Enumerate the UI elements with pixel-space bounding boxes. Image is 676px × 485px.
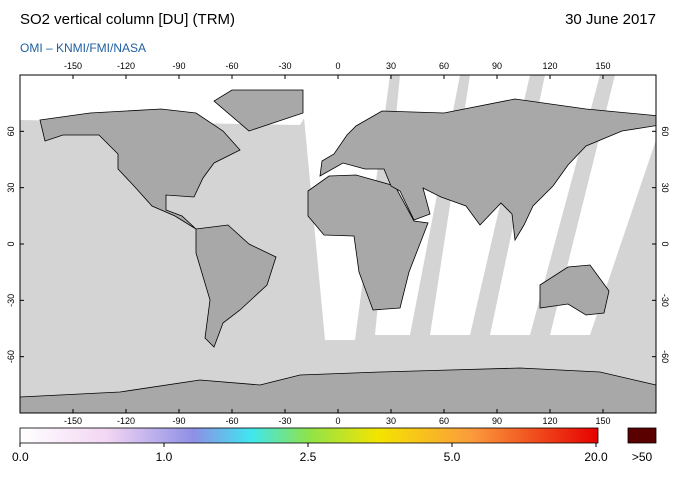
lon-label-bottom: 150 <box>595 416 610 426</box>
lat-label-right: -60 <box>660 350 670 363</box>
lon-label-top: 30 <box>386 61 396 71</box>
lon-label-bottom: -150 <box>64 416 82 426</box>
lon-label-top: -90 <box>172 61 185 71</box>
date: 30 June 2017 <box>565 11 656 28</box>
lon-label-top: 120 <box>542 61 557 71</box>
lon-label-top: -60 <box>225 61 238 71</box>
lat-label-left: 30 <box>6 183 16 193</box>
colorbar-label: 0.0 <box>12 450 29 464</box>
lon-label-bottom: 0 <box>335 416 340 426</box>
lon-label-top: -150 <box>64 61 82 71</box>
lon-label-top: 90 <box>492 61 502 71</box>
lon-label-bottom: 60 <box>439 416 449 426</box>
continents <box>20 89 656 413</box>
lon-label-bottom: -90 <box>172 416 185 426</box>
colorbar-overflow-label: >50 <box>632 450 653 464</box>
lon-label-bottom: -120 <box>117 416 135 426</box>
lon-label-top: -120 <box>117 61 135 71</box>
source: OMI – KNMI/FMI/NASA <box>20 41 146 55</box>
colorbar-label: 1.0 <box>156 450 173 464</box>
lat-label-left: 0 <box>6 241 16 246</box>
colorbar-label: 2.5 <box>300 450 317 464</box>
colorbar-label: 5.0 <box>444 450 461 464</box>
colorbar-label: 20.0 <box>584 450 608 464</box>
lon-label-top: 60 <box>439 61 449 71</box>
lat-label-right: -30 <box>660 294 670 307</box>
lon-label-bottom: 120 <box>542 416 557 426</box>
lat-label-right: 0 <box>660 241 670 246</box>
lon-label-bottom: -60 <box>225 416 238 426</box>
map <box>20 75 656 413</box>
lon-label-bottom: -30 <box>278 416 291 426</box>
colorbar-overflow <box>627 427 657 444</box>
lat-label-left: -60 <box>6 350 16 363</box>
title: SO2 vertical column [DU] (TRM) <box>20 11 235 28</box>
lat-label-right: 60 <box>660 126 670 136</box>
colorbar <box>19 427 599 444</box>
lat-label-left: 60 <box>6 126 16 136</box>
lat-label-right: 30 <box>660 183 670 193</box>
lon-label-bottom: 90 <box>492 416 502 426</box>
lon-label-top: -30 <box>278 61 291 71</box>
lat-label-left: -30 <box>6 294 16 307</box>
lon-label-top: 0 <box>335 61 340 71</box>
lon-label-bottom: 30 <box>386 416 396 426</box>
lon-label-top: 150 <box>595 61 610 71</box>
